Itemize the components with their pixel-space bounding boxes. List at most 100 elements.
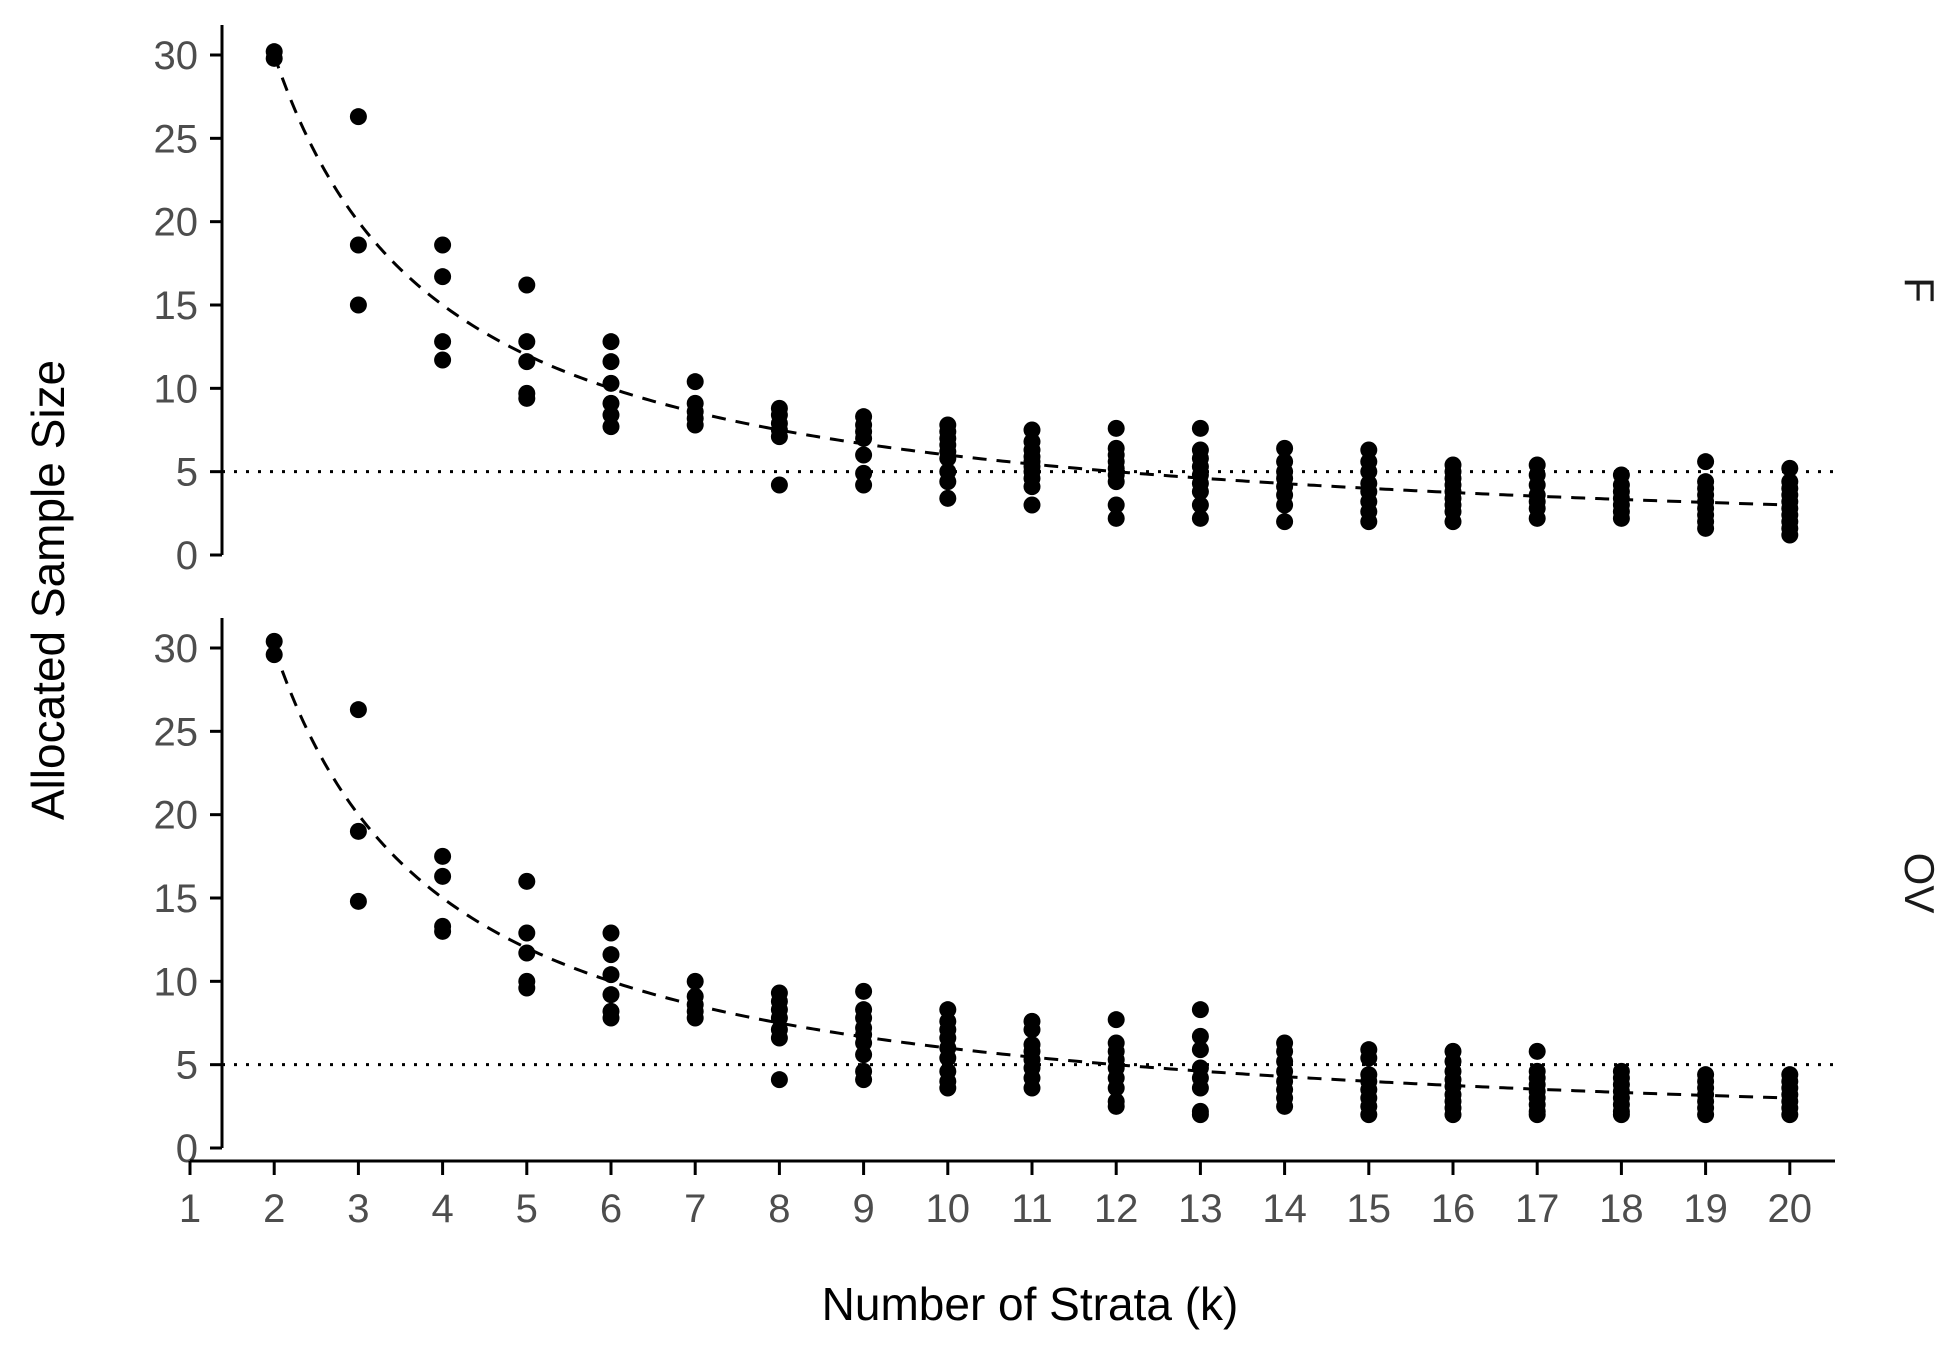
x-tick-label: 2 [263, 1187, 285, 1231]
data-point [855, 1071, 873, 1089]
data-point [1697, 519, 1715, 537]
y-tick-label: 30 [154, 627, 199, 671]
x-tick-label: 1 [179, 1187, 201, 1231]
x-tick-label: 3 [347, 1187, 369, 1231]
data-point [1612, 509, 1630, 527]
data-point [1360, 463, 1378, 481]
data-point [434, 847, 452, 865]
data-point [1023, 1021, 1041, 1039]
facet-strip-label-f: F [1896, 277, 1943, 303]
data-point [1191, 1027, 1209, 1045]
data-point [518, 944, 536, 962]
data-point [1444, 513, 1462, 531]
x-tick-label: 10 [926, 1187, 971, 1231]
data-point [1360, 1049, 1378, 1067]
data-point [518, 389, 536, 407]
data-point [602, 394, 620, 412]
data-point [1191, 1041, 1209, 1059]
data-point [602, 353, 620, 371]
x-tick-label: 7 [684, 1187, 706, 1231]
x-axis-title: Number of Strata (k) [822, 1278, 1239, 1330]
data-point [1781, 459, 1799, 477]
data-point [939, 489, 957, 507]
data-point [1191, 419, 1209, 437]
data-point [518, 924, 536, 942]
data-point [770, 476, 788, 494]
data-point [602, 406, 620, 424]
x-tick-label: 20 [1768, 1187, 1813, 1231]
data-point [855, 1034, 873, 1052]
data-point [602, 924, 620, 942]
data-point [686, 373, 704, 391]
x-tick-label: 12 [1094, 1187, 1139, 1231]
data-point [265, 646, 283, 664]
x-tick-label: 5 [516, 1187, 538, 1231]
x-tick-label: 4 [431, 1187, 453, 1231]
data-point [1023, 421, 1041, 439]
data-point [434, 333, 452, 351]
data-point [602, 966, 620, 984]
data-point [434, 351, 452, 369]
y-tick-label: 15 [154, 284, 199, 328]
data-point [1191, 496, 1209, 514]
x-tick-label: 6 [600, 1187, 622, 1231]
data-point [602, 333, 620, 351]
data-point [1023, 478, 1041, 496]
data-point [686, 1009, 704, 1027]
data-point [349, 108, 367, 126]
data-point [602, 986, 620, 1004]
facet-strip-label-ov: OV [1896, 853, 1943, 914]
data-point [939, 473, 957, 491]
data-point [602, 946, 620, 964]
data-point [855, 982, 873, 1000]
x-tick-label: 17 [1515, 1187, 1560, 1231]
data-point [265, 49, 283, 67]
data-point [602, 1009, 620, 1027]
data-point [518, 353, 536, 371]
data-point [1697, 453, 1715, 471]
x-tick-label: 8 [768, 1187, 790, 1231]
x-tick-label: 16 [1431, 1187, 1476, 1231]
data-point [1191, 1001, 1209, 1019]
y-tick-label: 25 [154, 710, 199, 754]
y-tick-label: 0 [176, 1127, 198, 1171]
data-point [265, 632, 283, 650]
data-point [1360, 1106, 1378, 1124]
y-tick-label: 30 [154, 34, 199, 78]
data-point [1191, 1079, 1209, 1097]
data-point [349, 892, 367, 910]
data-point [1107, 473, 1125, 491]
x-tick-label: 11 [1011, 1187, 1053, 1231]
data-point [1107, 1079, 1125, 1097]
data-point [686, 972, 704, 990]
data-point [1781, 526, 1799, 544]
data-point [1107, 419, 1125, 437]
data-point [939, 1049, 957, 1067]
data-point [434, 867, 452, 885]
y-tick-label: 10 [154, 367, 199, 411]
x-tick-label: 15 [1347, 1187, 1392, 1231]
y-axis-title: Allocated Sample Size [22, 360, 74, 820]
x-tick-label: 9 [852, 1187, 874, 1231]
data-point [1107, 509, 1125, 527]
data-point [855, 1046, 873, 1064]
y-tick-label: 0 [176, 534, 198, 578]
y-tick-label: 20 [154, 201, 199, 245]
y-tick-label: 25 [154, 117, 199, 161]
data-point [939, 1001, 957, 1019]
data-point [434, 922, 452, 940]
data-point [434, 236, 452, 254]
data-point [1360, 441, 1378, 459]
data-point [349, 701, 367, 719]
data-point [602, 418, 620, 436]
data-point [1360, 513, 1378, 531]
data-point [602, 374, 620, 392]
data-point [939, 449, 957, 467]
panel-ov: 0 5 10 15 20 25 30 OV [154, 618, 1943, 1171]
x-tick-label: 19 [1683, 1187, 1728, 1231]
data-point [1276, 496, 1294, 514]
x-tick-label: 13 [1178, 1187, 1223, 1231]
data-point [1528, 1042, 1546, 1060]
